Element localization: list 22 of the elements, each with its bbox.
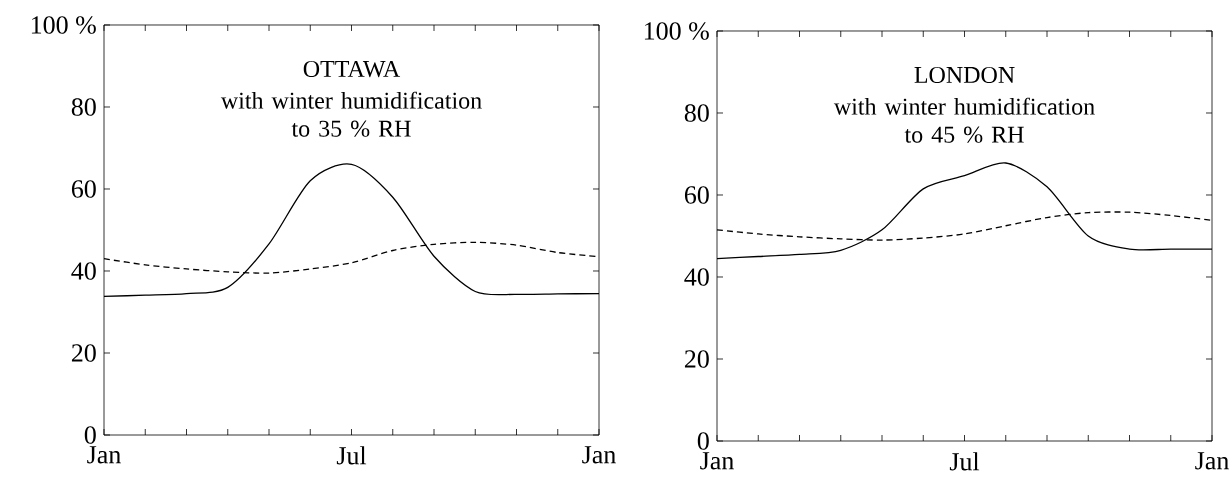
y-tick-label: 100 % [644, 22, 709, 40]
x-tick-label: Jan [700, 452, 734, 470]
x-tick-label: Jul [336, 446, 367, 465]
y-tick-label: 80 [71, 98, 96, 116]
text: OTTAWA [303, 60, 401, 78]
x-tick-label: Jan [582, 446, 616, 464]
y-tick-label: 40 [71, 262, 96, 280]
x-tick-label: Jan [1195, 452, 1229, 470]
y-tick-label: 80 [684, 104, 709, 122]
text: with winter humidification to 45 % RH [833, 97, 1095, 143]
x-tick-label: Jan [87, 446, 121, 464]
y-tick-label: 0 [697, 432, 709, 450]
y-tick-label: 60 [71, 180, 96, 198]
y-tick-label: 20 [684, 350, 709, 368]
y-tick-label: 60 [684, 186, 709, 204]
x-tick-label: Jul [949, 452, 980, 471]
y-tick-label: 40 [684, 268, 709, 286]
y-tick-label: 20 [71, 344, 96, 362]
y-tick-label: 100 % [31, 16, 96, 34]
y-tick-label: 0 [84, 426, 96, 444]
text: LONDON [914, 66, 1015, 84]
text: with winter humidification to 35 % RH [220, 91, 482, 137]
